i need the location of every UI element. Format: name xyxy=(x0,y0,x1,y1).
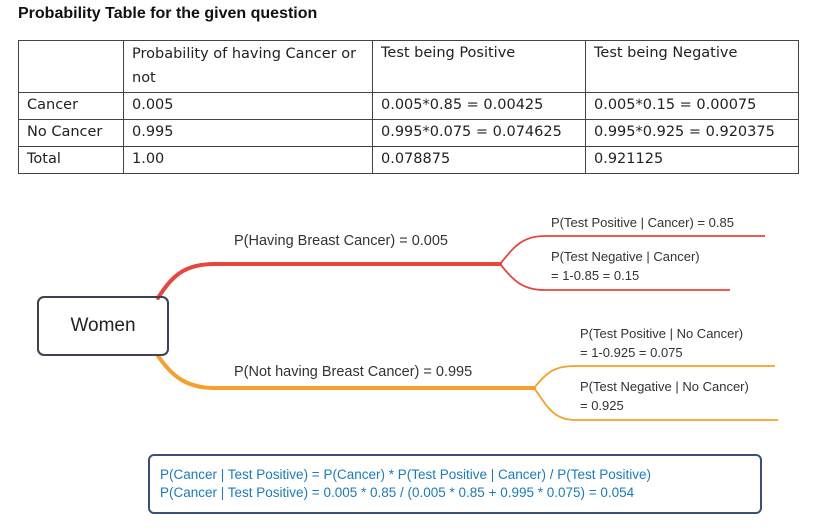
formula-line: P(Cancer | Test Positive) = 0.005 * 0.85… xyxy=(160,485,635,500)
leaf-connector-test-positive-cancer xyxy=(499,235,765,265)
leaf-line: P(Test Positive | No Cancer) xyxy=(580,326,744,341)
leaf-test-positive-no-cancer: P(Test Positive | No Cancer) = 1-0.925 =… xyxy=(580,324,743,362)
leaf-test-negative-cancer: P(Test Negative | Cancer) = 1-0.85 = 0.1… xyxy=(551,247,700,285)
table-header-row: Probability of having Cancer or not Test… xyxy=(18,40,799,93)
table-cell: 0.078875 xyxy=(372,146,586,174)
formula-line: P(Cancer | Test Positive) = P(Cancer) * … xyxy=(160,467,652,482)
leaf-connector-test-negative-no-cancer xyxy=(533,387,778,421)
table-cell: 0.005*0.85 = 0.00425 xyxy=(372,92,586,120)
table-cell: 0.995 xyxy=(123,119,373,147)
table-header-cell: Test being Positive xyxy=(372,40,586,93)
probability-table: Probability of having Cancer or not Test… xyxy=(18,40,799,174)
branch-label-no-cancer: P(Not having Breast Cancer) = 0.995 xyxy=(234,364,473,380)
branch-connector-cancer xyxy=(156,262,502,300)
table-cell: 1.00 xyxy=(123,146,373,174)
table-header-cell xyxy=(18,40,124,93)
leaf-test-negative-no-cancer: P(Test Negative | No Cancer) = 0.925 xyxy=(580,377,749,415)
table-cell: Total xyxy=(18,146,124,174)
table-cell: 0.005*0.15 = 0.00075 xyxy=(585,92,799,120)
bayes-formula-box: P(Cancer | Test Positive) = P(Cancer) * … xyxy=(148,454,762,514)
leaf-line: P(Test Negative | No Cancer) xyxy=(580,379,749,394)
branch-label-cancer: P(Having Breast Cancer) = 0.005 xyxy=(234,233,448,249)
branch-connector-no-cancer xyxy=(156,354,536,390)
page-title: Probability Table for the given question xyxy=(18,5,318,22)
leaf-line: = 0.925 xyxy=(580,398,624,413)
table-row: Total 1.00 0.078875 0.921125 xyxy=(18,146,799,174)
leaf-connector-test-negative-cancer xyxy=(499,263,730,291)
leaf-test-positive-cancer: P(Test Positive | Cancer) = 0.85 xyxy=(551,213,734,232)
table-row: Cancer 0.005 0.005*0.85 = 0.00425 0.005*… xyxy=(18,92,799,120)
root-node-women: Women xyxy=(37,296,169,356)
leaf-line: P(Test Positive | Cancer) = 0.85 xyxy=(551,215,734,230)
table-cell: 0.921125 xyxy=(585,146,799,174)
leaf-connector-test-positive-no-cancer xyxy=(533,365,775,389)
table-cell: 0.995*0.075 = 0.074625 xyxy=(372,119,586,147)
leaf-line: P(Test Negative | Cancer) xyxy=(551,249,700,264)
leaf-line: = 1-0.925 = 0.075 xyxy=(580,345,683,360)
table-cell: 0.995*0.925 = 0.920375 xyxy=(585,119,799,147)
leaf-line: = 1-0.85 = 0.15 xyxy=(551,268,640,283)
table-header-cell: Probability of having Cancer or not xyxy=(123,40,373,93)
table-header-cell: Test being Negative xyxy=(585,40,799,93)
